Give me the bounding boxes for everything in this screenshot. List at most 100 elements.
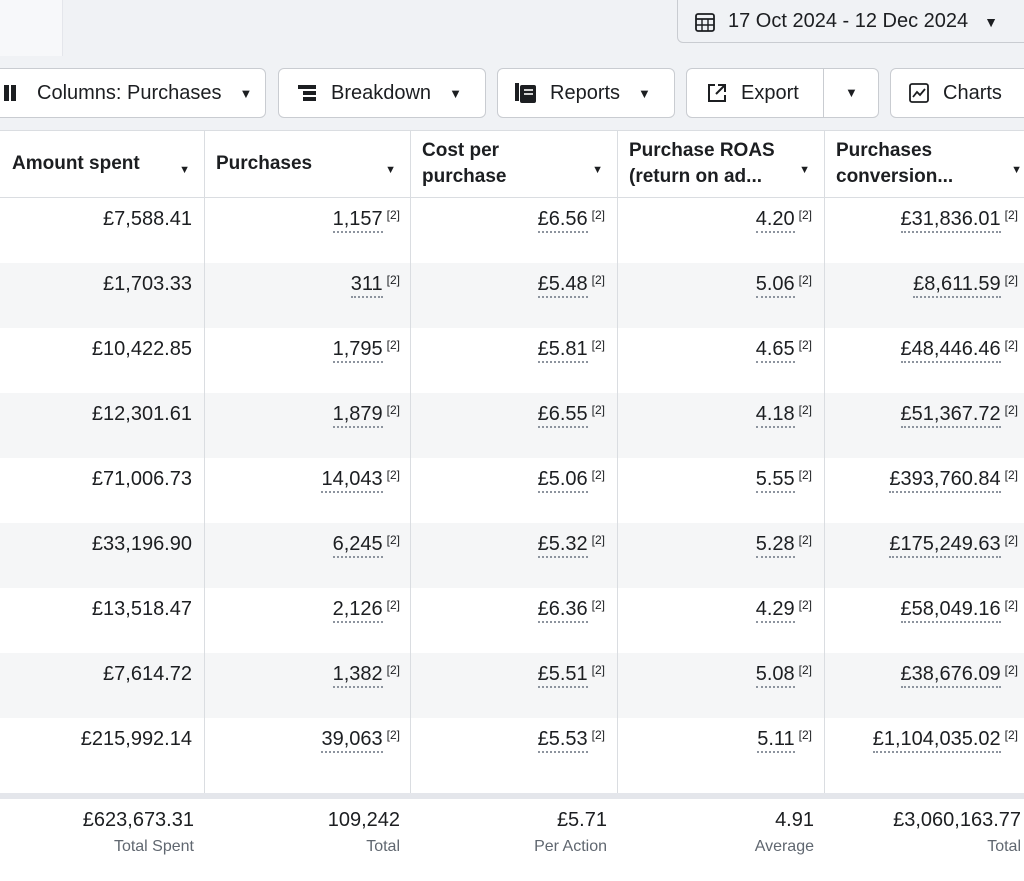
metric-link[interactable]: £5.32 <box>537 533 588 558</box>
metric-link[interactable]: 5.08 <box>755 663 795 688</box>
total-amount-spent: £623,673.31 Total Spent <box>0 799 204 881</box>
metric-link[interactable]: 5.55 <box>755 468 795 493</box>
metric-link[interactable]: £5.81 <box>537 338 588 363</box>
breakdown-icon <box>295 81 319 105</box>
metric-link[interactable]: 4.18 <box>755 403 795 428</box>
columns-button[interactable]: Columns: Purchases ▼ <box>0 68 266 118</box>
footnote-marker[interactable]: [2] <box>386 533 400 547</box>
footnote-marker[interactable]: [2] <box>591 598 605 612</box>
sort-chevron-icon[interactable]: ▼ <box>179 164 190 176</box>
metric-link[interactable]: 6,245 <box>332 533 383 558</box>
breakdown-button[interactable]: Breakdown ▼ <box>278 68 486 118</box>
total-value: £3,060,163.77 <box>893 809 1021 831</box>
footnote-marker[interactable]: [2] <box>798 533 812 547</box>
metric-link[interactable]: 5.06 <box>755 273 795 298</box>
footnote-marker[interactable]: [2] <box>591 208 605 222</box>
column-header-amount-spent[interactable]: Amount spent ▼ <box>0 131 204 197</box>
footnote-marker[interactable]: [2] <box>1004 728 1018 742</box>
export-options-chevron-icon[interactable]: ▼ <box>845 85 858 100</box>
footnote-marker[interactable]: [2] <box>386 598 400 612</box>
metric-link[interactable]: £6.55 <box>537 403 588 428</box>
footnote-marker[interactable]: [2] <box>386 208 400 222</box>
metric-link[interactable]: 5.28 <box>755 533 795 558</box>
footnote-marker[interactable]: [2] <box>386 338 400 352</box>
footnote-marker[interactable]: [2] <box>386 663 400 677</box>
footnote-marker[interactable]: [2] <box>798 273 812 287</box>
metric-link[interactable]: £58,049.16 <box>900 598 1001 623</box>
metric-value: £215,992.14 <box>80 728 192 750</box>
metric-link[interactable]: 4.65 <box>755 338 795 363</box>
footnote-marker[interactable]: [2] <box>386 728 400 742</box>
metric-link[interactable]: £393,760.84 <box>889 468 1001 493</box>
column-header-cost-per-purchase[interactable]: Cost per purchase ▼ <box>410 131 617 197</box>
sort-chevron-icon[interactable]: ▼ <box>385 164 396 176</box>
footnote-marker[interactable]: [2] <box>1004 468 1018 482</box>
column-header-purchases[interactable]: Purchases ▼ <box>204 131 410 197</box>
sort-chevron-icon[interactable]: ▼ <box>592 164 603 176</box>
metric-link[interactable]: £5.51 <box>537 663 588 688</box>
footnote-marker[interactable]: [2] <box>591 468 605 482</box>
metric-link[interactable]: £6.36 <box>537 598 588 623</box>
footnote-marker[interactable]: [2] <box>591 273 605 287</box>
column-header-purchases-conversion[interactable]: Purchases conversion... ▼ <box>824 131 1024 197</box>
footnote-marker[interactable]: [2] <box>1004 338 1018 352</box>
purchase-roas-cell: 4.65 [2] <box>617 328 824 393</box>
footnote-marker[interactable]: [2] <box>798 598 812 612</box>
metric-link[interactable]: 5.11 <box>757 728 795 753</box>
column-header-purchase-roas[interactable]: Purchase ROAS (return on ad... ▼ <box>617 131 824 197</box>
footnote-marker[interactable]: [2] <box>1004 208 1018 222</box>
sort-chevron-icon[interactable]: ▼ <box>799 164 810 176</box>
metric-link[interactable]: 2,126 <box>332 598 383 623</box>
table-row: £12,301.61 1,879 [2] £6.55 [2] 4.18 [2] £51,367… <box>0 393 1024 458</box>
footnote-marker[interactable]: [2] <box>591 338 605 352</box>
reports-button[interactable]: Reports ▼ <box>497 68 675 118</box>
metric-link[interactable]: 1,879 <box>332 403 383 428</box>
footnote-marker[interactable]: [2] <box>1004 403 1018 417</box>
footnote-marker[interactable]: [2] <box>798 728 812 742</box>
metric-link[interactable]: 14,043 <box>321 468 383 493</box>
footnote-marker[interactable]: [2] <box>386 403 400 417</box>
metric-link[interactable]: £31,836.01 <box>900 208 1001 233</box>
metric-link[interactable]: £5.06 <box>537 468 588 493</box>
metric-link[interactable]: £5.53 <box>537 728 588 753</box>
metric-link[interactable]: 1,157 <box>332 208 383 233</box>
metric-link[interactable]: £6.56 <box>537 208 588 233</box>
export-button[interactable]: Export ▼ <box>686 68 879 118</box>
metric-link[interactable]: £175,249.63 <box>889 533 1001 558</box>
date-range-picker[interactable]: 17 Oct 2024 - 12 Dec 2024 ▼ <box>677 0 1024 43</box>
sort-chevron-icon[interactable]: ▼ <box>1011 164 1022 176</box>
footnote-marker[interactable]: [2] <box>1004 533 1018 547</box>
metric-link[interactable]: 4.20 <box>755 208 795 233</box>
footnote-marker[interactable]: [2] <box>798 403 812 417</box>
footnote-marker[interactable]: [2] <box>1004 598 1018 612</box>
footnote-marker[interactable]: [2] <box>798 208 812 222</box>
cost-per-purchase-cell: £5.51 [2] <box>410 653 617 718</box>
metric-link[interactable]: 311 <box>350 273 383 298</box>
metric-link[interactable]: 1,382 <box>332 663 383 688</box>
chevron-down-icon: ▼ <box>449 85 462 101</box>
metric-link[interactable]: £48,446.46 <box>900 338 1001 363</box>
footnote-marker[interactable]: [2] <box>591 533 605 547</box>
metric-link[interactable]: £8,611.59 <box>913 273 1001 298</box>
metric-link[interactable]: £51,367.72 <box>900 403 1001 428</box>
metric-link[interactable]: £5.48 <box>537 273 588 298</box>
footnote-marker[interactable]: [2] <box>591 663 605 677</box>
footnote-marker[interactable]: [2] <box>386 468 400 482</box>
purchases-conversion-cell: £393,760.84 [2] <box>824 458 1024 523</box>
metric-link[interactable]: £38,676.09 <box>900 663 1001 688</box>
footnote-marker[interactable]: [2] <box>798 338 812 352</box>
footnote-marker[interactable]: [2] <box>591 403 605 417</box>
metric-link[interactable]: 39,063 <box>321 728 383 753</box>
columns-button-label: Columns: Purchases <box>37 81 222 104</box>
metric-link[interactable]: 1,795 <box>332 338 383 363</box>
footnote-marker[interactable]: [2] <box>386 273 400 287</box>
footnote-marker[interactable]: [2] <box>1004 273 1018 287</box>
footnote-marker[interactable]: [2] <box>798 663 812 677</box>
footnote-marker[interactable]: [2] <box>1004 663 1018 677</box>
metric-link[interactable]: 4.29 <box>755 598 795 623</box>
metric-link[interactable]: £1,104,035.02 <box>872 728 1001 753</box>
charts-button[interactable]: Charts <box>890 68 1024 118</box>
metric-value: £7,588.41 <box>103 208 192 230</box>
footnote-marker[interactable]: [2] <box>591 728 605 742</box>
footnote-marker[interactable]: [2] <box>798 468 812 482</box>
